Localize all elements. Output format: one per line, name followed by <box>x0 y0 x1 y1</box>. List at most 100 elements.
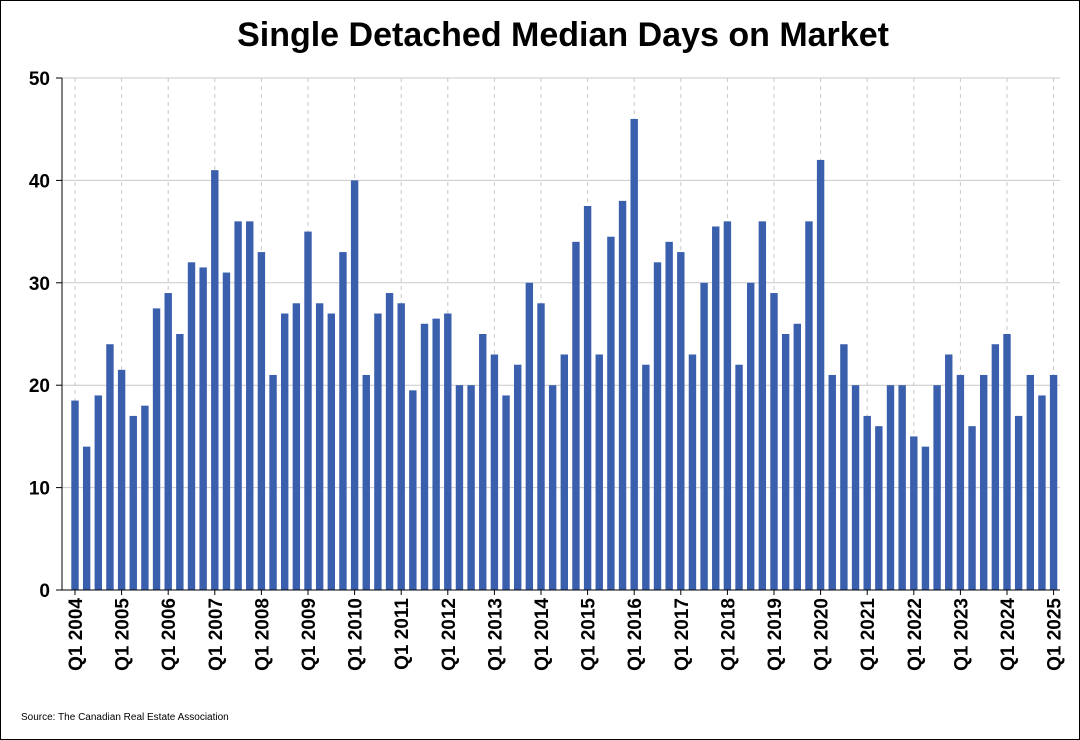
x-tick-label: Q1 2025 <box>1045 598 1066 671</box>
y-tick-label: 20 <box>29 376 50 397</box>
x-tick-label: Q1 2011 <box>392 598 413 670</box>
bar <box>548 385 557 590</box>
bar <box>630 118 638 591</box>
bar <box>537 303 545 590</box>
x-tick-label: Q1 2019 <box>765 598 786 671</box>
bar <box>653 262 662 590</box>
bar <box>921 446 930 590</box>
bar <box>572 241 580 590</box>
source-note: Source: The Canadian Real Estate Associa… <box>21 712 229 723</box>
x-tick-label: Q1 2012 <box>439 598 460 671</box>
bar <box>898 385 906 590</box>
bar <box>129 415 137 590</box>
bar <box>642 364 650 590</box>
bar <box>211 170 219 590</box>
bar <box>607 236 615 590</box>
bar <box>945 354 953 590</box>
bar <box>770 293 778 590</box>
x-tick-label: Q1 2023 <box>951 598 972 671</box>
bar <box>315 303 324 590</box>
bar <box>479 334 487 590</box>
bar <box>141 405 149 590</box>
bar <box>94 395 102 590</box>
bar <box>82 446 91 590</box>
y-tick-label: 30 <box>29 274 50 295</box>
bar <box>758 221 767 591</box>
y-tick-label: 0 <box>39 581 50 602</box>
bar <box>257 252 266 590</box>
bar <box>840 344 848 590</box>
x-tick-label: Q1 2021 <box>858 598 879 671</box>
bar <box>688 354 697 590</box>
bar <box>362 374 370 590</box>
bar <box>747 282 755 590</box>
bar <box>432 318 440 590</box>
bar <box>956 374 965 590</box>
bar <box>327 313 335 590</box>
x-tick-label: Q1 2024 <box>998 598 1019 671</box>
y-tick-labels: 0 10 20 30 40 50 <box>29 69 50 602</box>
x-tick-labels: Q1 2004 Q1 2005 Q1 2006 Q1 2007 Q1 2008 Q1 20… <box>66 598 1066 671</box>
bar <box>269 374 277 590</box>
bar <box>385 293 394 590</box>
bar <box>618 200 627 590</box>
x-tick-label: Q1 2020 <box>812 598 833 671</box>
bar <box>350 180 359 590</box>
bar <box>234 221 242 591</box>
bar <box>875 426 883 590</box>
bar <box>886 385 895 590</box>
x-tick-label: Q1 2017 <box>672 598 693 671</box>
x-tick-label: Q1 2007 <box>206 598 227 671</box>
bar <box>583 206 592 590</box>
y-tick-label: 50 <box>29 69 50 90</box>
axes <box>56 77 1060 595</box>
bar <box>980 374 988 590</box>
bar <box>467 385 475 590</box>
bar <box>187 262 196 590</box>
bar <box>851 385 860 590</box>
bar <box>374 313 382 590</box>
bar <box>71 400 79 590</box>
bar <box>910 436 918 590</box>
bar <box>700 282 708 590</box>
bar <box>1049 374 1058 590</box>
bar <box>455 385 464 590</box>
bar <box>106 344 114 590</box>
bar <box>490 354 499 590</box>
bar <box>560 354 568 590</box>
y-tick-label: 10 <box>29 479 50 500</box>
x-tick-label: Q1 2006 <box>159 598 180 671</box>
bar <box>409 390 417 590</box>
bar <box>246 221 254 591</box>
bar <box>199 267 207 590</box>
x-tick-label: Q1 2013 <box>485 598 506 671</box>
x-tick-label: Q1 2015 <box>579 598 600 671</box>
bar <box>991 344 1000 590</box>
bar <box>514 364 522 590</box>
bar <box>152 308 161 590</box>
bar <box>339 252 347 590</box>
bar <box>222 272 231 590</box>
bar <box>304 231 312 590</box>
bar <box>933 385 941 590</box>
bar <box>164 293 172 590</box>
bar <box>665 241 673 590</box>
bars <box>71 118 1058 591</box>
bar <box>723 221 732 591</box>
bar <box>525 282 534 590</box>
bar <box>805 221 813 591</box>
bar <box>793 323 801 590</box>
x-tick-label: Q1 2014 <box>532 598 553 671</box>
bar <box>1026 374 1034 590</box>
bar <box>595 354 603 590</box>
bar <box>281 313 289 590</box>
x-tick-label: Q1 2008 <box>252 598 273 671</box>
x-tick-label: Q1 2016 <box>625 598 646 671</box>
bar <box>1003 334 1011 590</box>
bar <box>292 303 301 590</box>
bar <box>816 159 825 591</box>
bar <box>863 415 871 590</box>
bar <box>828 374 836 590</box>
bar <box>502 395 510 590</box>
